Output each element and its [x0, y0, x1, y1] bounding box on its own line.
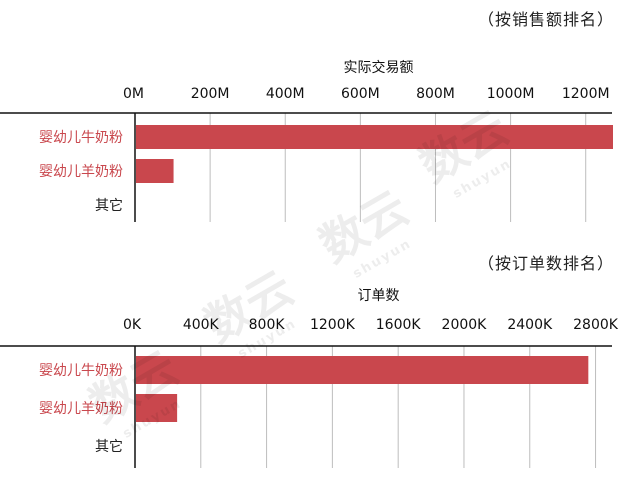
- chart2-category-label: 其它: [95, 438, 123, 455]
- chart2-tick-label: 0K: [123, 317, 142, 333]
- chart1-tick-label: 1000M: [487, 86, 535, 102]
- chart1-tick-label: 0M: [123, 86, 144, 102]
- chart1-tick-label: 800M: [416, 86, 455, 102]
- chart2-bar-1: [136, 356, 589, 384]
- chart1-tick-label: 600M: [341, 86, 380, 102]
- chart2-tick-label: 1600K: [376, 317, 422, 333]
- chart1-category-label: 婴幼儿羊奶粉: [39, 164, 123, 180]
- chart2-axis-title: 订单数: [358, 288, 400, 304]
- chart2-tick-label: 2400K: [507, 317, 553, 333]
- chart2-tick-label: 800K: [249, 317, 286, 333]
- chart2-tick-label: 2800K: [573, 317, 619, 333]
- chart1-axis-title: 实际交易额: [344, 59, 414, 76]
- chart1-note: （按销售额排名）: [477, 10, 614, 29]
- chart2-note: （按订单数排名）: [477, 254, 614, 273]
- chart1-tick-label: 1200M: [562, 86, 610, 102]
- chart1-bar-2: [136, 159, 174, 183]
- chart1-tick-label: 200M: [191, 86, 230, 102]
- chart2-category-label: 婴幼儿牛奶粉: [39, 363, 123, 379]
- chart2-category-label: 婴幼儿羊奶粉: [39, 401, 123, 417]
- chart1-category-label: 其它: [95, 197, 123, 214]
- chart2-tick-label: 2000K: [442, 317, 488, 333]
- chart1-category-label: 婴幼儿牛奶粉: [39, 130, 123, 146]
- chart1-tick-label: 400M: [266, 86, 305, 102]
- chart1-bar-1: [136, 125, 613, 149]
- chart2-bar-2: [136, 394, 178, 422]
- chart2-tick-label: 1200K: [310, 317, 356, 333]
- chart2-tick-label: 400K: [183, 317, 220, 333]
